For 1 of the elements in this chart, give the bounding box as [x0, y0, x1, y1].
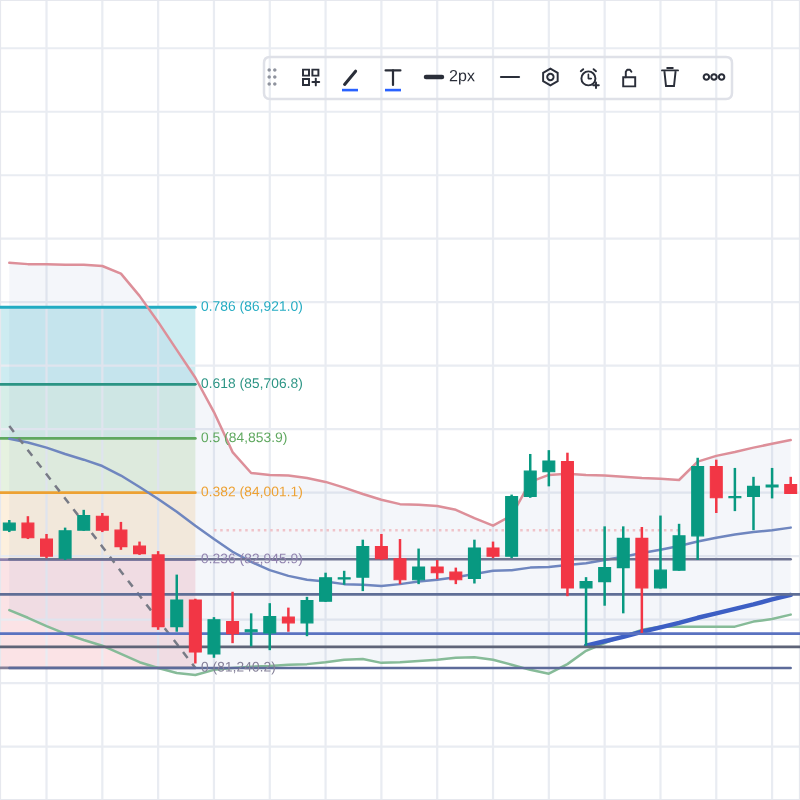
annotation: 2px: [449, 69, 475, 85]
